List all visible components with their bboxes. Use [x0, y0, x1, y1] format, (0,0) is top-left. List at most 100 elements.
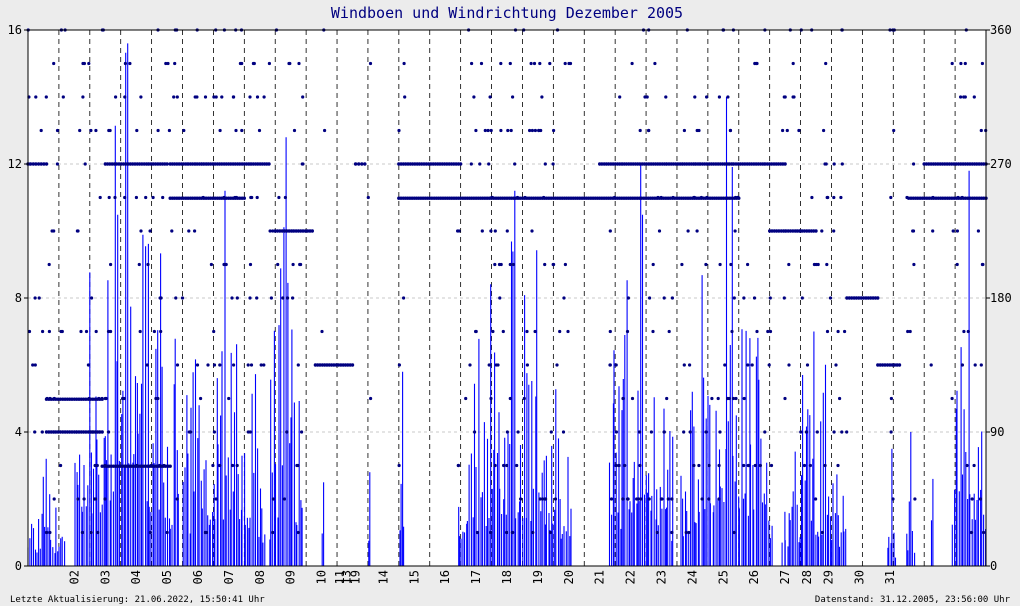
- direction-point: [148, 229, 152, 233]
- direction-point: [248, 95, 252, 99]
- direction-point: [168, 464, 172, 468]
- direction-point: [717, 95, 722, 99]
- direction-point: [718, 430, 722, 434]
- direction-point: [173, 61, 177, 66]
- direction-point: [40, 430, 44, 434]
- direction-point: [187, 229, 191, 233]
- direction-point: [686, 229, 690, 233]
- direction-point: [255, 296, 259, 300]
- direction-point: [889, 396, 894, 401]
- direction-point: [836, 463, 840, 468]
- direction-point: [271, 530, 275, 535]
- right-axis-tick-label: 270: [990, 157, 1012, 171]
- direction-point: [515, 195, 520, 200]
- direction-point: [509, 128, 513, 133]
- direction-point: [332, 363, 336, 367]
- direction-point: [175, 95, 179, 99]
- direction-point: [300, 430, 304, 434]
- direction-point: [662, 430, 666, 434]
- direction-point: [34, 162, 38, 166]
- direction-point: [214, 497, 218, 501]
- direction-point: [783, 229, 788, 233]
- direction-point: [543, 497, 547, 501]
- direction-point: [248, 162, 252, 166]
- direction-point: [103, 497, 107, 501]
- x-axis-tick-label: 24: [685, 570, 699, 584]
- direction-point: [499, 262, 503, 267]
- direction-point: [103, 463, 107, 468]
- direction-point: [301, 95, 305, 99]
- direction-point: [540, 95, 544, 99]
- direction-point: [762, 162, 766, 166]
- direction-point: [483, 128, 487, 133]
- direction-point: [804, 430, 809, 434]
- direction-point: [469, 162, 473, 166]
- direction-point: [788, 229, 793, 233]
- direction-point: [614, 363, 618, 367]
- direction-point: [647, 128, 651, 133]
- direction-point: [366, 195, 370, 200]
- direction-point: [109, 262, 113, 267]
- direction-point: [525, 363, 530, 367]
- direction-point: [369, 396, 373, 401]
- direction-point: [151, 162, 155, 166]
- x-axis-tick-label: 19: [531, 570, 545, 584]
- direction-point: [212, 329, 216, 334]
- direction-point: [44, 95, 48, 99]
- direction-point: [777, 229, 781, 233]
- direction-point: [549, 430, 553, 434]
- direction-point: [94, 128, 98, 133]
- direction-point: [493, 463, 497, 468]
- direction-point: [563, 61, 567, 66]
- direction-point: [734, 396, 738, 401]
- x-axis-tick-label: 08: [253, 570, 267, 584]
- direction-point: [458, 162, 463, 166]
- direction-point: [508, 262, 512, 267]
- direction-point: [729, 262, 733, 267]
- direction-point: [551, 162, 555, 166]
- direction-point: [193, 95, 197, 99]
- direction-point: [310, 229, 314, 233]
- direction-point: [159, 296, 163, 300]
- direction-point: [489, 396, 493, 401]
- direction-point: [538, 497, 542, 501]
- direction-point: [832, 195, 836, 200]
- direction-point: [186, 162, 190, 166]
- direction-point: [960, 363, 965, 367]
- left-axis-tick-label: 8: [15, 291, 22, 305]
- direction-point: [717, 463, 721, 468]
- direction-point: [732, 530, 736, 535]
- direction-point: [283, 195, 287, 200]
- direction-point: [234, 128, 238, 133]
- direction-point: [908, 329, 912, 334]
- direction-point: [474, 128, 478, 133]
- direction-point: [525, 329, 529, 334]
- direction-point: [608, 229, 612, 233]
- direction-point: [531, 530, 535, 535]
- direction-point: [608, 329, 612, 334]
- direction-point: [963, 61, 967, 66]
- direction-point: [55, 128, 60, 133]
- direction-point: [135, 128, 139, 133]
- direction-point: [705, 195, 709, 200]
- direction-point: [515, 463, 519, 468]
- direction-point: [707, 497, 711, 501]
- direction-point: [980, 61, 985, 66]
- direction-point: [717, 497, 721, 501]
- direction-point: [682, 363, 686, 367]
- direction-point: [137, 262, 141, 267]
- direction-point: [869, 296, 873, 300]
- direction-point: [684, 530, 688, 535]
- direction-point: [687, 530, 691, 535]
- direction-point: [561, 430, 566, 434]
- direction-point: [647, 497, 651, 501]
- direction-point: [511, 530, 515, 535]
- direction-point: [218, 128, 222, 133]
- direction-point: [240, 61, 244, 66]
- direction-point: [695, 229, 699, 233]
- direction-point: [468, 363, 472, 367]
- direction-point: [746, 463, 750, 468]
- x-axis-tick-label: 06: [191, 570, 205, 584]
- direction-point: [206, 363, 210, 367]
